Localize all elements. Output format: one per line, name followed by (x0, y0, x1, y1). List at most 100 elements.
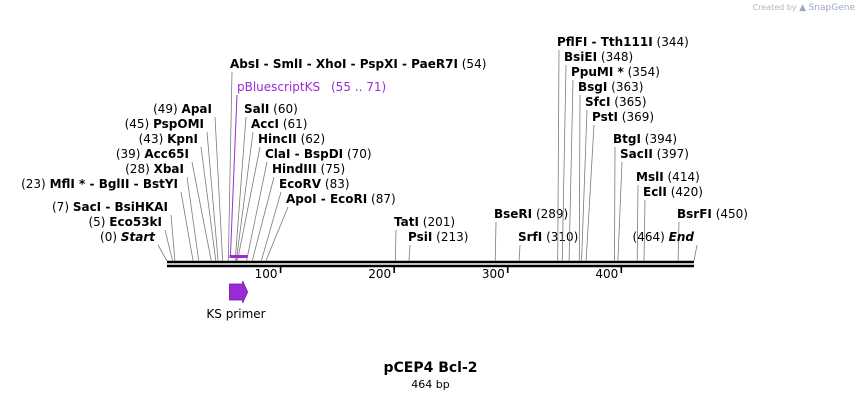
site-label-sacii[interactable]: SacII (397) (617, 147, 689, 262)
site-label-ecorv[interactable]: EcoRV (83) (260, 177, 350, 262)
site-label-bsgi[interactable]: BsgI (363) (578, 80, 643, 262)
site-connector (408, 244, 411, 262)
site-connector (164, 229, 174, 262)
site-label-text: (28) XbaI (125, 162, 184, 176)
site-connector (561, 64, 567, 262)
site-label-eco53ki[interactable]: (5) Eco53kI (88, 215, 174, 262)
site-label-sali[interactable]: SalI (60) (234, 102, 298, 262)
site-connector (260, 191, 282, 262)
site-position: (83) (325, 177, 350, 191)
site-connector (557, 49, 560, 262)
site-label-text: (5) Eco53kI (88, 215, 162, 229)
site-connector (235, 131, 254, 262)
site-label-xbai[interactable]: (28) XbaI (125, 162, 200, 262)
site-label-ecli[interactable]: EclI (420) (643, 185, 703, 262)
site-label-ppumi[interactable]: PpuMI * (354) (568, 65, 660, 262)
enzyme-name: Tth111I (601, 35, 653, 49)
site-connector (191, 161, 212, 262)
site-position: (0) (100, 230, 117, 244)
site-label-bsiei[interactable]: BsiEI (348) (561, 50, 633, 262)
ruler-tick-label: 200 (368, 267, 391, 281)
site-label-text: (23) MflI * - BglII - BstYI (21, 177, 178, 191)
site-position: (354) (628, 65, 660, 79)
site-label-psti[interactable]: PstI (369) (585, 110, 654, 262)
site-label-mfli[interactable]: (23) MflI * - BglII - BstYI (21, 177, 194, 262)
site-label-pflfi[interactable]: PflFI - Tth111I (344) (557, 35, 689, 262)
enzyme-name: BsgI (578, 80, 607, 94)
enzyme-name: BsiHKAI (115, 200, 169, 214)
feature-connector (229, 94, 238, 256)
site-label-btgi[interactable]: BtgI (394) (613, 132, 677, 262)
site-label-hincii[interactable]: HincII (62) (237, 132, 325, 262)
primer-label[interactable]: KS primer (206, 307, 265, 321)
primer-arrow-icon[interactable] (229, 280, 249, 304)
site-connector (394, 229, 397, 262)
feature-bar-pbluescriptks (229, 255, 248, 258)
site-label-tati[interactable]: TatI (201) (394, 215, 455, 262)
site-position: (62) (301, 132, 326, 146)
site-label-msli[interactable]: MslI (414) (636, 170, 700, 262)
enzyme-name: BtgI (613, 132, 641, 146)
enzyme-name: Start (121, 230, 156, 244)
site-label-apoi[interactable]: ApoI - EcoRI (87) (265, 192, 396, 262)
enzyme-name: Acc65I (144, 147, 189, 161)
site-position: (39) (116, 147, 141, 161)
enzyme-name: EclI (643, 185, 667, 199)
site-label-apai[interactable]: (49) ApaI (153, 102, 224, 262)
site-label-text: EcoRV (83) (279, 177, 350, 191)
site-label-saci[interactable]: (7) SacI - BsiHKAI (52, 200, 176, 262)
site-label-sfci[interactable]: SfcI (365) (581, 95, 647, 262)
enzyme-name: ClaI (265, 147, 290, 161)
site-connector (617, 161, 623, 262)
site-connector (265, 206, 289, 262)
enzyme-name: BseRI (494, 207, 532, 221)
site-connector (246, 161, 268, 262)
site-label-hindiii[interactable]: HindIII (75) (251, 162, 345, 262)
snapgene-credit: Created by ▲ SnapGene (753, 3, 855, 13)
site-connector (251, 176, 275, 262)
site-label-srfi[interactable]: SrfI (310) (518, 230, 578, 262)
site-label-text: (39) Acc65I (116, 147, 189, 161)
site-label-end[interactable]: (464) End (633, 230, 698, 262)
site-label-text: BsiEI (348) (564, 50, 633, 64)
site-connector (677, 221, 680, 262)
site-connector (693, 244, 698, 262)
site-position: (310) (546, 230, 578, 244)
site-connector (578, 94, 581, 262)
site-label-text: SacII (397) (620, 147, 689, 161)
site-connector (636, 184, 639, 262)
site-label-clai[interactable]: ClaI - BspDI (70) (246, 147, 372, 262)
site-connector (237, 146, 261, 262)
site-label-text: ClaI - BspDI (70) (265, 147, 372, 161)
site-connector (180, 191, 194, 262)
site-position: (348) (601, 50, 633, 64)
site-label-bsrfi[interactable]: BsrFI (450) (677, 207, 748, 262)
feature-label-pbluescriptks[interactable]: pBluescriptKS (55 .. 71) (237, 80, 386, 94)
site-label-bseri[interactable]: BseRI (289) (494, 207, 568, 262)
site-label-acc65i[interactable]: (39) Acc65I (116, 147, 212, 262)
site-label-text: PstI (369) (592, 110, 654, 124)
enzyme-name: MflI * (50, 177, 86, 191)
site-connector (234, 116, 247, 262)
site-connector (186, 176, 200, 262)
enzyme-name: ApaI (182, 102, 212, 116)
enzyme-name: SfcI (585, 95, 610, 109)
site-position: (344) (657, 35, 689, 49)
site-label-text: HincII (62) (258, 132, 325, 146)
site-label-kpni[interactable]: (43) KpnI (139, 132, 217, 262)
ruler-tick-label: 100 (255, 267, 278, 281)
site-position: (450) (716, 207, 748, 221)
site-connector (518, 244, 521, 262)
enzyme-name: BsrFI (677, 207, 712, 221)
site-label-start[interactable]: (0) Start (100, 230, 168, 262)
site-label-psii[interactable]: PsiI (213) (408, 230, 468, 262)
site-label-text: (464) End (633, 230, 695, 244)
site-label-text: AbsI - SmlI - XhoI - PspXI - PaeR7I (54) (230, 57, 486, 71)
site-label-pspomi[interactable]: (45) PspOMI (125, 117, 219, 262)
site-connector (494, 221, 497, 262)
site-label-acci[interactable]: AccI (61) (235, 117, 307, 262)
site-connector (568, 79, 574, 262)
enzyme-name: PsiI (408, 230, 432, 244)
site-label-absi[interactable]: AbsI - SmlI - XhoI - PspXI - PaeR7I (54) (227, 57, 486, 262)
site-position: (45) (125, 117, 150, 131)
